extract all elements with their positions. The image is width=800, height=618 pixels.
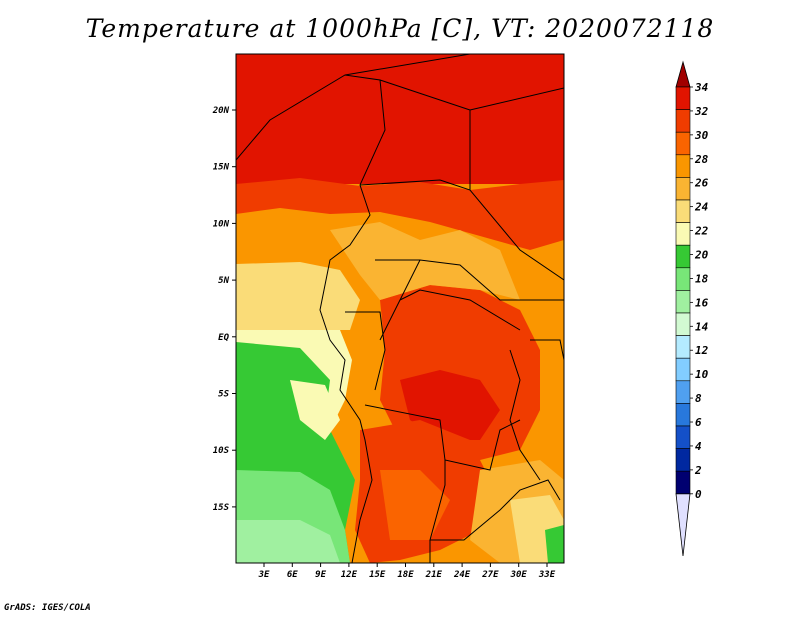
lon-tick-label: 3E [258, 570, 270, 580]
colorbar-bottom-arrow [675, 493, 691, 557]
colorbar-swatch [675, 199, 691, 223]
colorbar-label: 26 [694, 177, 709, 190]
northern-borders [344, 54, 564, 281]
colorbar-swatch [675, 470, 691, 495]
colorbar-swatch [675, 109, 691, 133]
borders [236, 54, 564, 563]
atlantic-pale-green-region [236, 520, 340, 563]
lon-tick-label: 12E [341, 570, 358, 580]
gulf-of-guinea-region [236, 262, 360, 330]
lon-tick-label: 30E [510, 570, 528, 580]
colorbar-label: 8 [695, 392, 702, 405]
colorbar-label: 20 [694, 249, 709, 262]
colorbar-swatch [675, 131, 691, 156]
chart-title: Temperature at 1000hPa [C], VT: 20200721… [85, 14, 715, 43]
latitude-axis: 20N 15N 10N 5N EQ 5S 10S 15S [212, 106, 236, 513]
colorbar-swatch [675, 335, 691, 359]
colorbar-label: 2 [694, 464, 702, 477]
lat-tick-label: 15N [213, 163, 230, 173]
colorbar-swatch [675, 267, 691, 291]
angola-warm-core [380, 470, 450, 540]
colorbar-swatch [675, 425, 691, 449]
colorbar-label: 16 [695, 296, 709, 309]
colorbar-top-arrow [675, 60, 691, 88]
colorbar-label: 18 [695, 272, 709, 285]
colorbar-swatch [675, 222, 691, 246]
lat-tick-label: 10N [213, 219, 230, 229]
coastline [236, 74, 386, 563]
lat-tick-label: 10S [213, 446, 230, 456]
colorbar-swatch [675, 154, 691, 178]
colorbar-swatch [675, 448, 691, 472]
colorbar-label: 12 [695, 344, 709, 357]
colorbar-swatch [675, 177, 691, 201]
colorbar-label: 4 [695, 440, 702, 453]
offshore-pale-region [290, 380, 340, 440]
colorbar-label: 0 [695, 488, 702, 501]
colorbar-label: 28 [694, 153, 709, 166]
lat-tick-label: 5S [218, 390, 229, 400]
colorbar-swatch [675, 403, 691, 427]
longitude-axis: 3E 6E 9E 12E 15E 18E 21E 24E 27E 30E 33E [258, 563, 556, 580]
colorbar-label: 32 [694, 105, 709, 118]
lat-tick-label: 20N [212, 106, 230, 116]
lat-tick-label: 15S [213, 503, 230, 513]
rift-borders [509, 339, 564, 481]
colorbar-swatch [675, 380, 691, 404]
colorbar-swatch [675, 290, 691, 314]
colorbar-label: 14 [695, 320, 709, 333]
southern-borders [364, 404, 561, 563]
lon-tick-label: 21E [425, 570, 443, 580]
lon-tick-label: 18E [397, 570, 414, 580]
colorbar-label: 30 [694, 129, 709, 142]
colorbar-label: 6 [695, 416, 702, 429]
map-fields [236, 54, 564, 563]
lon-tick-label: 9E [315, 570, 326, 580]
lon-tick-label: 27E [481, 570, 499, 580]
central-borders [345, 259, 564, 391]
colorbar-label: 10 [695, 368, 709, 381]
lon-tick-label: 33E [538, 570, 556, 580]
lat-tick-label: 5N [218, 276, 229, 286]
colorbar-swatch [675, 244, 691, 269]
map-frame [235, 53, 565, 564]
colorbar-swatch [675, 86, 691, 110]
colorbar-label: 22 [694, 225, 709, 238]
lon-tick-label: 6E [287, 570, 298, 580]
lat-tick-label: EQ [218, 333, 229, 343]
colorbar-label: 24 [694, 201, 709, 214]
southeast-green-region [545, 525, 564, 563]
grads-credit: GrADS: IGES/COLA [4, 603, 91, 613]
colorbar-label: 34 [694, 81, 709, 94]
colorbar-swatch [675, 357, 691, 382]
lon-tick-label: 24E [453, 570, 471, 580]
sahel-region [236, 178, 564, 250]
colorbar-swatch [675, 312, 691, 336]
lon-tick-label: 15E [369, 570, 386, 580]
sahara-hot-region [236, 54, 564, 184]
